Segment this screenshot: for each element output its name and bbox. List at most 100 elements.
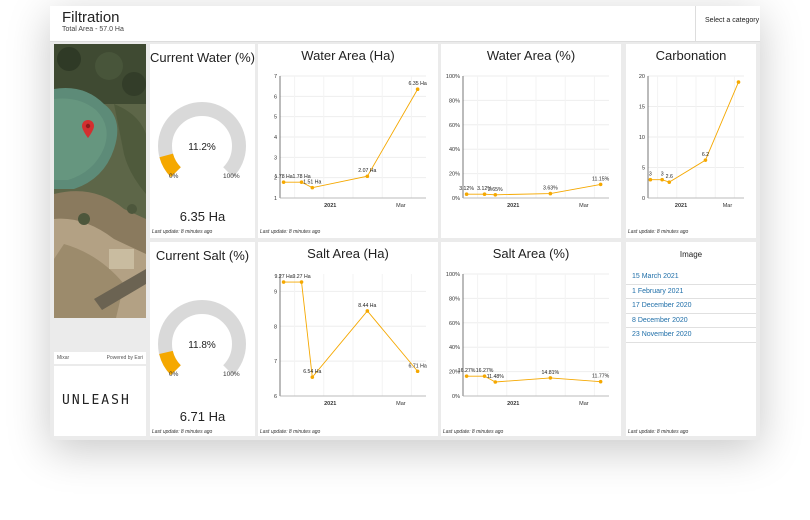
y-tick-label: 60%: [449, 123, 460, 129]
chart-panel-water-ha: Water Area (Ha) 1 2 3 4 5 6 7 2021 Mar 1.78 Ha 1.7…: [258, 44, 438, 238]
dashboard: Filtration Total Area - 57.0 Ha Select a…: [50, 6, 760, 440]
last-update: Last update: 8 minutes ago: [260, 429, 321, 435]
gauge-fill: [159, 350, 182, 376]
gauge-track: [158, 102, 246, 178]
data-label: 16.27%: [476, 368, 494, 374]
gauge-title: Current Salt (%): [155, 248, 250, 263]
map-pin-icon[interactable]: [82, 120, 94, 138]
data-point[interactable]: [415, 369, 420, 374]
gauge-value: 6.71 Ha: [179, 409, 226, 424]
data-point[interactable]: [493, 192, 498, 197]
image-list: 15 March 2021 1 February 2021 17 Decembe…: [626, 270, 756, 343]
chart-title: Carbonation: [655, 48, 727, 63]
data-point[interactable]: [464, 374, 469, 378]
gauge-panel-water: Current Water (%) 11.2% 0% 100% 6.35 Ha La…: [150, 44, 255, 238]
x-tick-label: 2021: [324, 401, 336, 407]
data-label: 8.44 Ha: [358, 303, 376, 309]
y-tick-label: 3: [274, 155, 277, 161]
data-point[interactable]: [281, 280, 286, 284]
data-label: 9.27 Ha: [275, 274, 293, 280]
data-label: 11.77%: [592, 374, 610, 380]
last-update: Last update: 8 minutes ago: [152, 429, 213, 435]
y-tick-label: 5: [642, 166, 645, 172]
x-tick-label: 2021: [507, 203, 519, 209]
data-point[interactable]: [703, 158, 708, 162]
data-point[interactable]: [482, 374, 487, 378]
data-point[interactable]: [281, 180, 286, 184]
y-tick-label: 6: [274, 394, 277, 400]
image-list-item[interactable]: 1 February 2021: [626, 285, 756, 299]
image-list-item[interactable]: 23 November 2020: [626, 328, 756, 343]
series-line: [283, 88, 419, 189]
y-tick-label: 20%: [449, 370, 460, 376]
data-point[interactable]: [598, 182, 603, 187]
gauge-title: Current Water (%): [150, 50, 255, 65]
data-label: 11.48%: [487, 374, 505, 380]
last-update: Last update: 8 minutes ago: [628, 429, 689, 435]
data-point[interactable]: [736, 80, 741, 84]
attribution-mixar: Mixar: [57, 355, 70, 361]
data-point[interactable]: [660, 177, 664, 182]
data-point[interactable]: [365, 309, 370, 313]
series-line: [283, 281, 418, 379]
salt-area-ha-chart[interactable]: 6 7 8 9 2021 Mar 9.27 Ha 9.27 Ha 6.54 Ha 8.44 Ha 6…: [258, 266, 438, 426]
image-list-item[interactable]: 8 December 2020: [626, 314, 756, 328]
data-point[interactable]: [464, 192, 469, 196]
data-label: 1.78 Ha: [275, 174, 293, 180]
data-label: 6.2: [702, 152, 709, 158]
gauge-percent-label: 11.8%: [188, 340, 216, 351]
y-tick-label: 80%: [449, 296, 460, 302]
data-point[interactable]: [299, 180, 304, 184]
data-label: 14.81%: [542, 370, 560, 376]
y-tick-label: 8: [274, 324, 277, 330]
y-tick-label: 10: [639, 135, 645, 141]
satellite-map[interactable]: [54, 44, 146, 318]
data-label: 2.65%: [488, 187, 503, 193]
y-tick-label: 80%: [449, 98, 460, 104]
water-gauge: 11.2% 0% 100%: [158, 102, 246, 180]
y-tick-label: 1: [274, 196, 277, 202]
gauge-min-label: 0%: [169, 371, 179, 378]
chart-panel-carbonation: Carbonation 0 5 10 15 20 2021 Mar 3 3 2.6 6.2 Last…: [626, 44, 756, 238]
data-point[interactable]: [493, 380, 498, 384]
chart-title: Salt Area (%): [492, 246, 570, 261]
gauge-max-label: 100%: [223, 173, 240, 180]
data-point[interactable]: [667, 180, 672, 184]
data-point[interactable]: [548, 376, 553, 380]
gauge-max-label: 100%: [223, 371, 240, 378]
y-tick-label: 0%: [452, 394, 460, 400]
y-tick-label: 60%: [449, 321, 460, 327]
data-point[interactable]: [310, 185, 315, 190]
y-tick-label: 20: [639, 74, 645, 80]
data-point[interactable]: [482, 192, 487, 196]
category-select[interactable]: Select a category: [695, 6, 760, 42]
y-tick-label: 7: [274, 74, 277, 80]
data-point[interactable]: [299, 280, 304, 284]
data-label: 3.63%: [543, 186, 558, 192]
data-point[interactable]: [365, 174, 370, 179]
gauge-track: [158, 300, 246, 376]
data-label: 6.54 Ha: [303, 369, 321, 375]
data-point[interactable]: [648, 177, 653, 182]
y-tick-label: 7: [274, 359, 277, 365]
data-label: 9.27 Ha: [292, 274, 310, 280]
page-subtitle: Total Area - 57.0 Ha: [62, 26, 124, 33]
logo-text: UNLEASH: [62, 393, 131, 408]
x-tick-label: 2021: [675, 203, 687, 209]
data-label: 2.07 Ha: [358, 168, 376, 174]
data-point[interactable]: [548, 191, 553, 196]
image-list-item[interactable]: 17 December 2020: [626, 299, 756, 314]
data-point[interactable]: [598, 379, 603, 384]
data-label: 2.6: [666, 174, 673, 180]
salt-gauge: 11.8% 0% 100%: [158, 300, 246, 378]
image-list-item[interactable]: 15 March 2021: [626, 270, 756, 285]
data-point[interactable]: [310, 375, 315, 379]
x-tick-label: Mar: [396, 203, 406, 209]
data-point[interactable]: [415, 87, 420, 92]
attribution-esri[interactable]: Powered by Esri: [106, 355, 143, 361]
last-update: Last update: 8 minutes ago: [628, 229, 689, 235]
